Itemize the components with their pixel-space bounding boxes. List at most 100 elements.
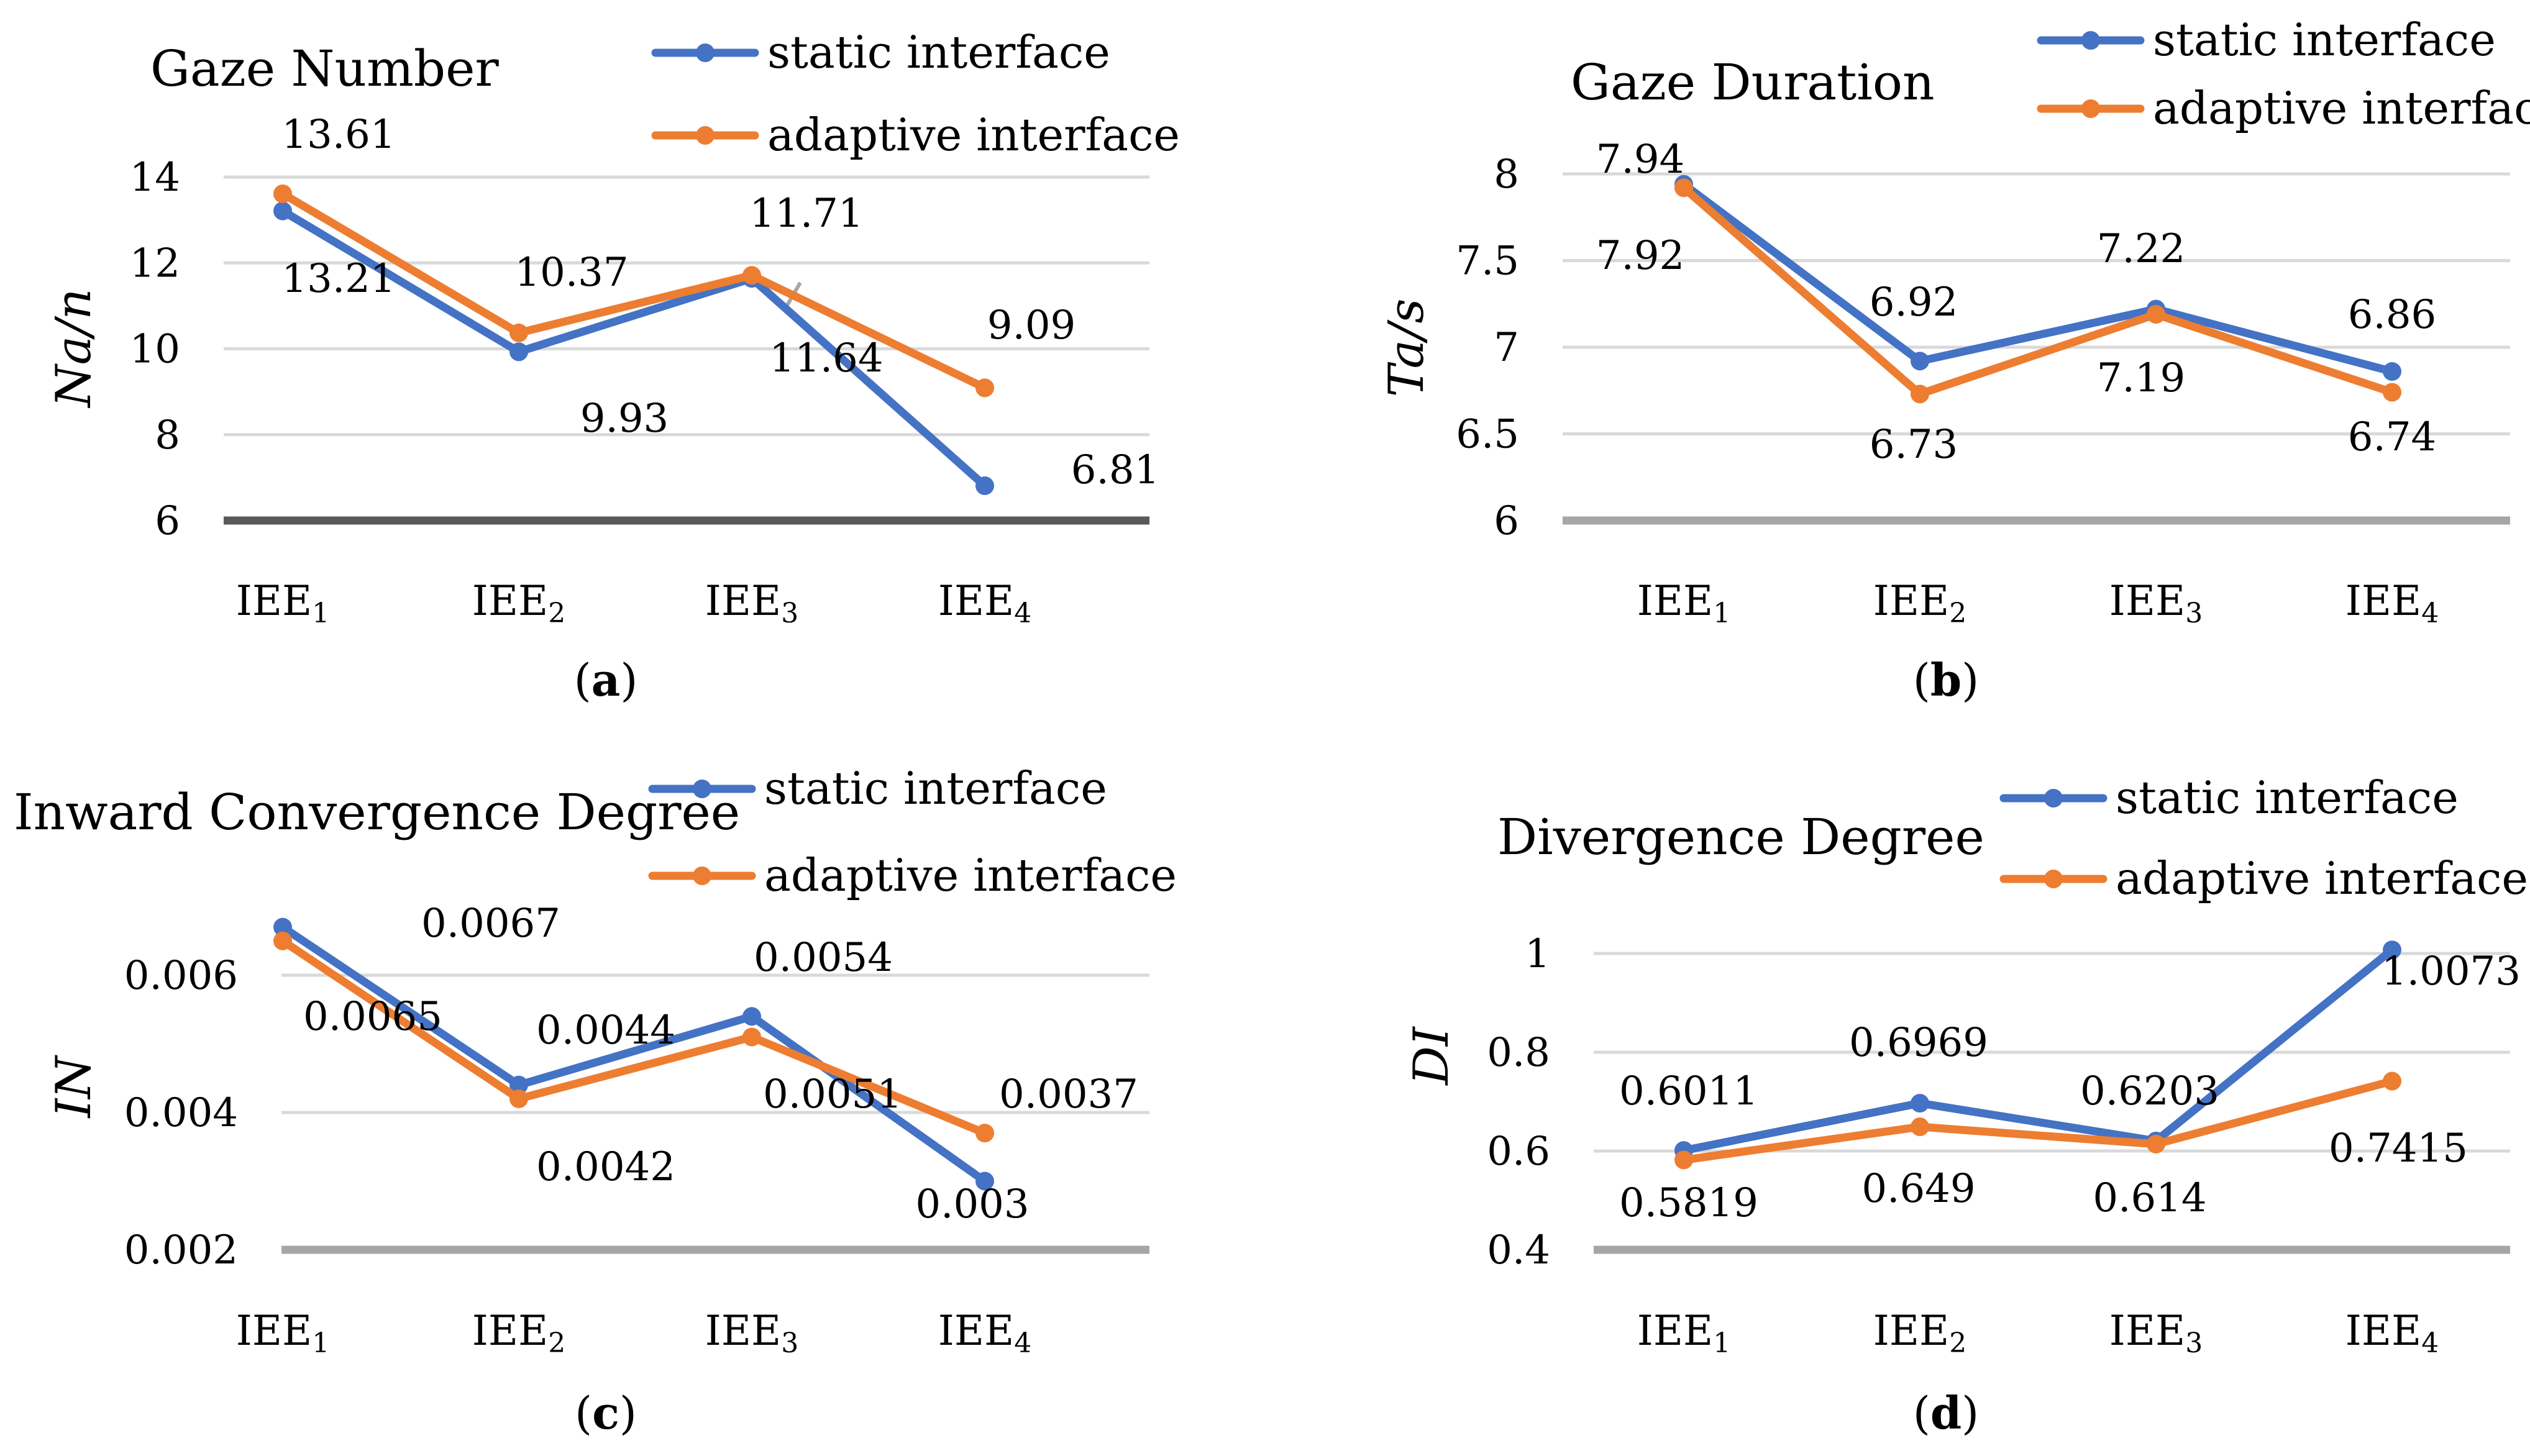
legend-marker [2044, 789, 2063, 808]
chart-panel-d: 0.4 0.6 0.8 1 IEE1 IEE2 IEE3 IEE4 Divergence Deg… [1404, 771, 2528, 1439]
data-point-static [273, 201, 292, 221]
data-label-static: 7.94 [1596, 137, 1685, 183]
data-point-static [975, 1172, 994, 1191]
data-label-adaptive: 6.74 [2348, 414, 2437, 460]
y-axis-label: Na/n [46, 288, 102, 408]
data-point-adaptive [742, 266, 761, 285]
legend-entry-static: static interface [2116, 771, 2459, 824]
chart-title: Divergence Degree [1497, 808, 1984, 866]
data-label-adaptive: 0.614 [2093, 1175, 2206, 1221]
data-point-adaptive [273, 931, 292, 950]
data-label-adaptive: 10.37 [514, 250, 628, 296]
y-tick-label: 12 [130, 240, 180, 286]
data-label-static: 9.93 [580, 396, 669, 442]
x-tick-label: IEE4 [938, 1307, 1031, 1359]
data-point-adaptive [509, 1089, 528, 1108]
x-tick-label: IEE4 [2345, 577, 2439, 629]
y-axis-label: Ta/s [1379, 299, 1435, 398]
x-tick-label: IEE4 [938, 577, 1031, 629]
y-tick-label: 8 [1494, 152, 1519, 198]
data-label-static: 13.21 [281, 256, 395, 302]
data-label-adaptive: 0.0037 [999, 1072, 1138, 1117]
series-line-static [278, 923, 989, 1185]
y-tick-label: 1 [1525, 931, 1550, 977]
data-point-static [2383, 940, 2401, 960]
legend-entry-adaptive: adaptive interface [2153, 82, 2530, 134]
y-tick-label: 7 [1494, 325, 1519, 371]
chart-panel-b: 6 6.5 7 7.5 8 IEE1 IEE2 IEE3 IEE4 Gaze Duration Ta… [1379, 14, 2530, 706]
legend-marker [2081, 31, 2100, 50]
x-tick-label: IEE3 [2109, 1307, 2203, 1359]
panel-label: (d) [1913, 1386, 1980, 1439]
data-label-static: 0.003 [915, 1181, 1029, 1227]
series-line-adaptive [1679, 1077, 2396, 1164]
legend-marker [2044, 870, 2063, 888]
legend-marker [2081, 99, 2100, 118]
data-label-static: 0.0067 [421, 901, 560, 947]
legend-marker [693, 780, 711, 798]
y-tick-label: 0.4 [1487, 1227, 1550, 1273]
x-tick-label: IEE2 [1873, 1307, 1966, 1359]
data-label-adaptive: 11.71 [749, 191, 863, 237]
data-label-static: 0.0044 [536, 1008, 675, 1053]
x-tick-label: IEE2 [472, 577, 565, 629]
data-point-static [975, 476, 994, 496]
y-tick-label: 14 [130, 155, 180, 201]
chart-title: Inward Convergence Degree [14, 783, 740, 841]
panel-label: (a) [574, 653, 638, 706]
series-line-static [1679, 180, 2396, 376]
x-tick-label: IEE3 [705, 1307, 798, 1359]
data-label-adaptive: 0.7415 [2329, 1126, 2468, 1172]
data-label-static: 11.64 [769, 335, 883, 381]
series-line-static [1679, 945, 2396, 1155]
x-tick-label: IEE2 [472, 1307, 565, 1359]
y-tick-label: 10 [130, 327, 180, 373]
data-label-static: 0.0054 [754, 935, 893, 981]
data-point-adaptive [2147, 1134, 2165, 1153]
series-line-static [278, 207, 989, 490]
y-tick-label: 8 [155, 412, 180, 458]
chart-title: Gaze Number [150, 40, 499, 98]
panel-label: (b) [1913, 653, 1980, 706]
data-label-adaptive: 0.0042 [536, 1144, 675, 1190]
x-tick-label: IEE1 [1637, 1307, 1730, 1359]
data-point-adaptive [273, 184, 292, 203]
x-tick-label: IEE3 [2109, 577, 2203, 629]
legend-entry-adaptive: adaptive interface [764, 849, 1177, 901]
y-axis-label: IN [46, 1055, 102, 1119]
data-label-static: 0.6203 [2080, 1068, 2219, 1114]
data-point-adaptive [1674, 178, 1693, 198]
data-point-adaptive [509, 323, 528, 342]
data-label-adaptive: 0.0051 [763, 1072, 902, 1117]
series-line-adaptive [1679, 183, 2396, 398]
data-label-static: 6.81 [1071, 447, 1160, 493]
data-point-static [742, 1007, 761, 1026]
data-label-static: 6.86 [2348, 292, 2437, 338]
x-tick-label: IEE1 [1637, 577, 1730, 629]
data-point-adaptive [1674, 1150, 1693, 1170]
legend-marker [696, 43, 715, 62]
data-label-static: 6.92 [1870, 280, 1958, 325]
y-tick-label: 0.004 [124, 1090, 238, 1136]
data-point-static [509, 1075, 528, 1094]
y-tick-label: 6 [155, 498, 180, 544]
data-point-adaptive [2147, 304, 2165, 324]
data-point-adaptive [1911, 384, 1929, 404]
data-point-static [1911, 1093, 1929, 1112]
data-point-adaptive [2383, 383, 2401, 402]
data-label-static: 0.6969 [1849, 1020, 1988, 1066]
data-label-adaptive: 0.649 [1861, 1166, 1975, 1212]
y-tick-label: 7.5 [1456, 239, 1519, 284]
y-axis-label: DI [1404, 1026, 1459, 1086]
data-point-adaptive [2383, 1072, 2401, 1091]
series-line-adaptive [278, 189, 989, 392]
chart-panel-c: 0.002 0.004 0.006 IEE1 IEE2 IEE3 IEE4 Inward Co… [14, 762, 1177, 1439]
data-label-adaptive: 13.61 [281, 112, 395, 158]
data-point-adaptive [975, 378, 994, 398]
x-tick-label: IEE1 [236, 1307, 329, 1359]
x-tick-label: IEE1 [236, 577, 329, 629]
legend-entry-static: static interface [764, 762, 1107, 814]
legend-marker [696, 126, 715, 145]
chart-panel-a: 6 8 10 12 14 IEE1 IEE2 IEE3 IEE4 Gaze Number Na/n 1… [46, 26, 1180, 706]
panel-label: (c) [575, 1386, 637, 1439]
